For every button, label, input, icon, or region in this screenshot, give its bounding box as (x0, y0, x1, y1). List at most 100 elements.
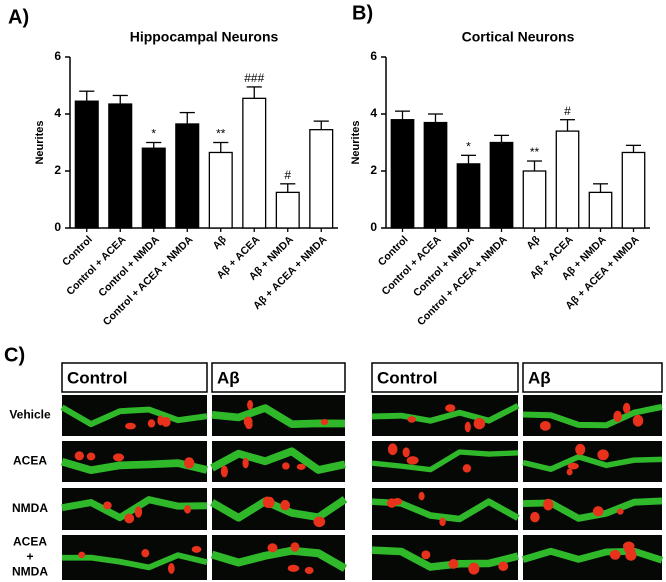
image-background (523, 488, 662, 530)
spine (282, 462, 290, 470)
neurite (522, 454, 663, 472)
spine (161, 416, 171, 427)
neurite-image (61, 488, 208, 530)
chart-title: Hippocampal Neurons (130, 29, 279, 45)
spine (406, 456, 419, 465)
spine (421, 550, 431, 560)
spine (622, 402, 631, 414)
spine (290, 542, 300, 552)
spine (78, 551, 86, 559)
spine (402, 447, 410, 458)
bar (621, 151, 646, 229)
column-header: Control (377, 368, 437, 387)
spine (418, 491, 425, 501)
chart-title: Cortical Neurons (462, 29, 575, 45)
spine (407, 416, 416, 423)
spine (304, 566, 314, 574)
bar (242, 97, 267, 229)
x-tick-label: Control + NMDA (96, 233, 162, 299)
spine (74, 451, 85, 461)
spine (448, 559, 459, 569)
significance-label: * (466, 139, 471, 153)
neurite (210, 496, 348, 522)
x-tick-label: Control + ACEA (379, 233, 443, 297)
spine (296, 463, 306, 470)
neurite (210, 447, 346, 474)
spine (439, 517, 446, 527)
neurite (522, 547, 664, 564)
spine (530, 511, 540, 523)
neurite-image (61, 535, 208, 580)
significance-label: ** (216, 127, 226, 141)
spine (567, 462, 579, 470)
bar (74, 100, 99, 229)
spine (320, 418, 329, 426)
spine (462, 464, 472, 473)
spine (464, 421, 471, 433)
panel-label: C) (4, 344, 25, 366)
image-background (212, 441, 345, 482)
significance-label: * (151, 127, 156, 141)
y-tick-label: 2 (370, 163, 377, 177)
column-header: Aβ (217, 368, 240, 387)
bar (108, 103, 133, 229)
neurite-image (371, 488, 520, 530)
spine (147, 419, 156, 428)
neurite (60, 458, 208, 475)
image-background (62, 395, 207, 436)
spine (632, 414, 644, 427)
column-header-box (371, 362, 519, 393)
bar (175, 123, 200, 229)
bar (456, 163, 481, 229)
spine (134, 506, 143, 518)
y-tick-label: 0 (370, 220, 377, 234)
neurite-image (210, 535, 347, 580)
y-tick-label: 6 (54, 49, 61, 63)
image-background (372, 535, 518, 580)
neurite-image (522, 395, 663, 436)
x-tick-label: Aβ (210, 233, 229, 252)
spine (539, 420, 551, 431)
spine (245, 420, 253, 430)
neurite-image (60, 441, 208, 482)
neurite (61, 496, 208, 522)
column-header-box (61, 362, 208, 393)
spine (597, 449, 609, 461)
spine (267, 543, 278, 553)
y-tick-label: 6 (370, 49, 377, 63)
significance-label: # (564, 104, 571, 118)
neurite (371, 546, 519, 571)
neurite-image (210, 488, 348, 530)
spine (86, 452, 96, 461)
significance-label: ** (530, 145, 540, 159)
neurite (60, 404, 208, 428)
x-tick-label: Control + NMDA (411, 233, 477, 299)
spine (125, 422, 136, 430)
spine (543, 498, 554, 511)
neurite-image (522, 488, 663, 530)
spine (191, 545, 202, 553)
spine (247, 400, 254, 410)
neurite-image (371, 395, 520, 436)
neurite-image (60, 395, 208, 436)
column-header-box (522, 362, 663, 393)
bar (588, 191, 613, 229)
spine (622, 541, 635, 551)
neurite (371, 449, 519, 473)
y-tick-label: 2 (54, 163, 61, 177)
row-label: Vehicle (9, 408, 51, 422)
column-header: Control (67, 368, 127, 387)
neurite-image (371, 441, 519, 482)
row-label: ACEA + NMDA (12, 535, 48, 579)
spine (287, 564, 300, 572)
significance-label: ### (244, 71, 264, 85)
bar (489, 141, 514, 229)
spine (262, 496, 272, 508)
spine (468, 562, 480, 575)
spine (141, 548, 150, 558)
panel-label: B) (352, 2, 373, 24)
x-tick-label: Control + ACEA (64, 233, 128, 297)
neurite (522, 403, 663, 429)
spine (124, 513, 135, 524)
